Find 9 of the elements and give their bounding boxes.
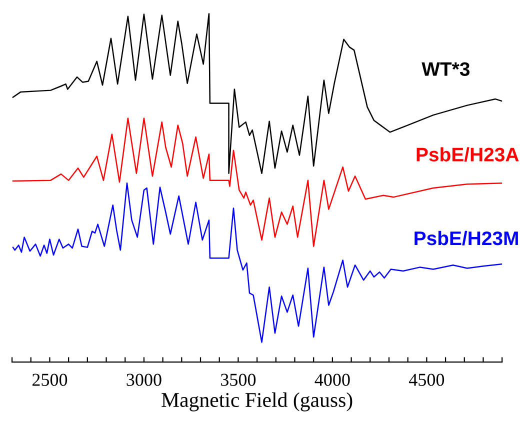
series-label: PsbE/H23A [416, 147, 519, 162]
x-tick-label: 4000 [314, 374, 350, 386]
x-tick-label: 3000 [126, 374, 162, 386]
series-label: PsbE/H23M [414, 230, 518, 246]
series-label: WT*3 [422, 62, 470, 76]
x-tick-label: 4500 [408, 374, 444, 386]
x-tick-label: 3500 [221, 374, 256, 386]
x-tick-label: 2500 [32, 374, 68, 386]
x-axis-title: Magnetic Field (gauss) [162, 392, 352, 412]
